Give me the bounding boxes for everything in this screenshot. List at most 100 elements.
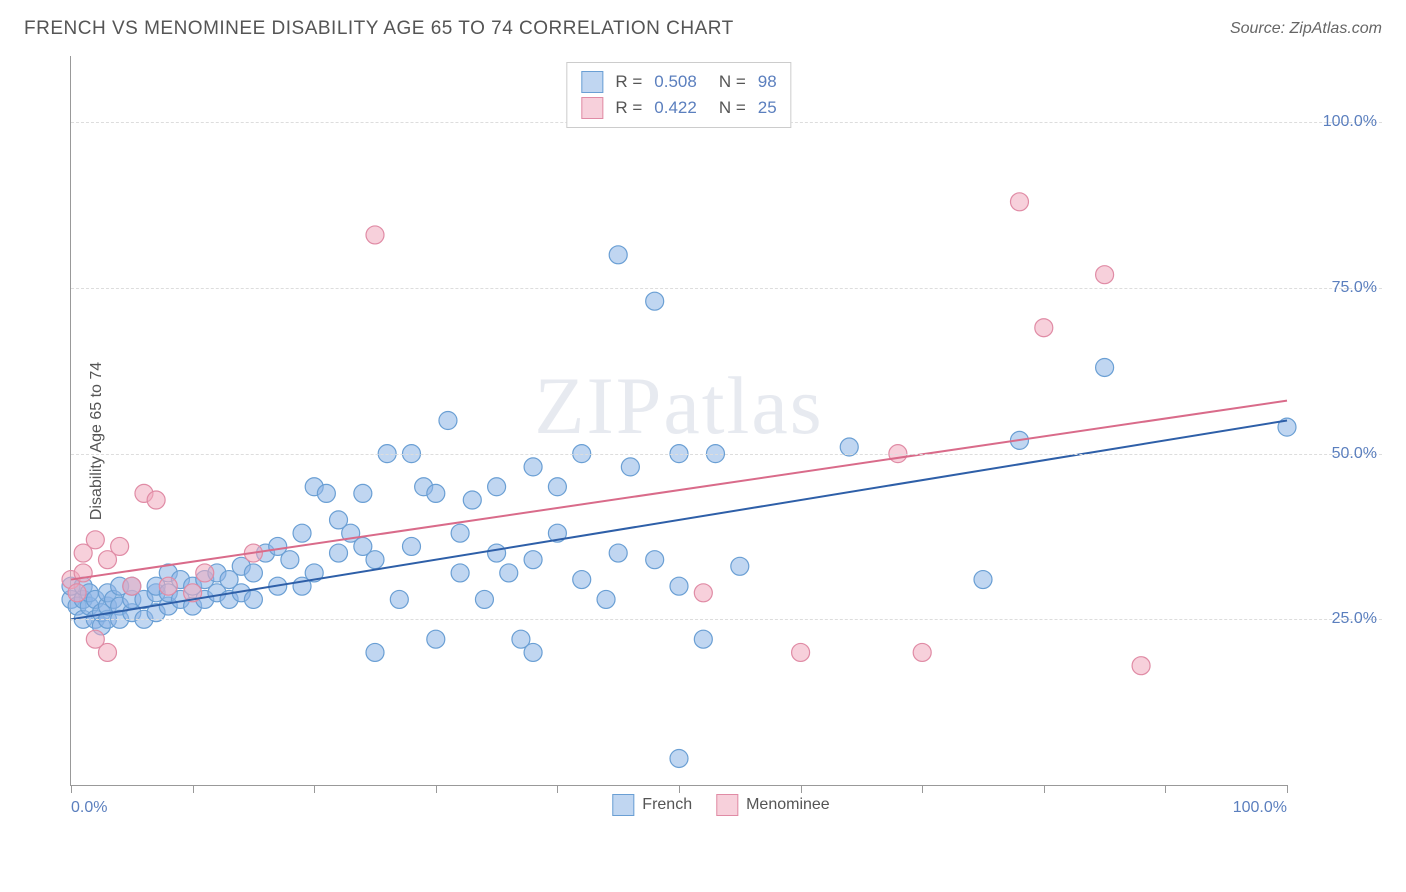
scatter-svg	[71, 56, 1287, 785]
grid-line	[71, 288, 1382, 289]
data-point	[1035, 319, 1053, 337]
data-point	[1010, 193, 1028, 211]
x-tick	[1287, 785, 1288, 793]
n-label: N =	[719, 72, 746, 92]
data-point	[354, 484, 372, 502]
data-point	[366, 643, 384, 661]
n-value-french: 98	[758, 72, 777, 92]
swatch-french-icon	[612, 794, 634, 816]
x-tick	[557, 785, 558, 793]
data-point	[913, 643, 931, 661]
chart-title: FRENCH VS MENOMINEE DISABILITY AGE 65 TO…	[24, 18, 734, 40]
data-point	[68, 584, 86, 602]
data-point	[98, 643, 116, 661]
swatch-menominee	[581, 97, 603, 119]
chart-header: FRENCH VS MENOMINEE DISABILITY AGE 65 TO…	[0, 0, 1406, 46]
data-point	[317, 484, 335, 502]
data-point	[488, 544, 506, 562]
data-point	[451, 564, 469, 582]
swatch-menominee-icon	[716, 794, 738, 816]
data-point	[390, 590, 408, 608]
data-point	[475, 590, 493, 608]
data-point	[244, 564, 262, 582]
data-point	[524, 643, 542, 661]
data-point	[427, 484, 445, 502]
x-tick	[71, 785, 72, 793]
data-point	[548, 478, 566, 496]
data-point	[111, 537, 129, 555]
y-tick-label: 25.0%	[1332, 610, 1377, 628]
data-point	[646, 551, 664, 569]
data-point	[451, 524, 469, 542]
data-point	[402, 537, 420, 555]
data-point	[731, 557, 749, 575]
data-point	[1096, 358, 1114, 376]
data-point	[366, 226, 384, 244]
data-point	[293, 524, 311, 542]
x-tick	[922, 785, 923, 793]
data-point	[670, 749, 688, 767]
x-tick-label: 0.0%	[71, 799, 107, 817]
x-tick	[1165, 785, 1166, 793]
data-point	[694, 584, 712, 602]
x-tick	[193, 785, 194, 793]
x-tick	[801, 785, 802, 793]
x-tick-label: 100.0%	[1233, 799, 1287, 817]
data-point	[524, 551, 542, 569]
data-point	[147, 491, 165, 509]
x-tick	[314, 785, 315, 793]
data-point	[159, 577, 177, 595]
source-label: Source:	[1230, 20, 1285, 37]
r-value-menominee: 0.422	[654, 98, 697, 118]
data-point	[573, 571, 591, 589]
data-point	[244, 590, 262, 608]
data-point	[524, 458, 542, 476]
data-point	[366, 551, 384, 569]
data-point	[621, 458, 639, 476]
legend-item-menominee: Menominee	[716, 794, 830, 816]
plot-area: ZIPatlas R = 0.508 N = 98 R = 0.422 N = …	[70, 56, 1287, 786]
data-point	[86, 531, 104, 549]
r-label: R =	[615, 98, 642, 118]
data-point	[500, 564, 518, 582]
trend-line	[71, 401, 1287, 580]
data-point	[427, 630, 445, 648]
swatch-french	[581, 71, 603, 93]
r-label: R =	[615, 72, 642, 92]
data-point	[609, 544, 627, 562]
source-attribution: Source: ZipAtlas.com	[1230, 20, 1382, 38]
data-point	[609, 246, 627, 264]
n-label: N =	[719, 98, 746, 118]
data-point	[646, 292, 664, 310]
x-tick	[1044, 785, 1045, 793]
legend-series: French Menominee	[612, 794, 829, 816]
data-point	[792, 643, 810, 661]
chart-container: Disability Age 65 to 74 ZIPatlas R = 0.5…	[60, 56, 1382, 826]
legend-item-french: French	[612, 794, 692, 816]
data-point	[974, 571, 992, 589]
data-point	[281, 551, 299, 569]
data-point	[123, 577, 141, 595]
x-tick	[436, 785, 437, 793]
data-point	[1132, 657, 1150, 675]
data-point	[463, 491, 481, 509]
legend-label-menominee: Menominee	[746, 796, 830, 814]
y-tick-label: 50.0%	[1332, 445, 1377, 463]
legend-row-french: R = 0.508 N = 98	[581, 69, 776, 95]
data-point	[597, 590, 615, 608]
data-point	[330, 544, 348, 562]
legend-row-menominee: R = 0.422 N = 25	[581, 95, 776, 121]
y-tick-label: 100.0%	[1323, 113, 1377, 131]
data-point	[670, 577, 688, 595]
x-tick	[679, 785, 680, 793]
data-point	[1096, 266, 1114, 284]
r-value-french: 0.508	[654, 72, 697, 92]
grid-line	[71, 619, 1382, 620]
data-point	[196, 564, 214, 582]
n-value-menominee: 25	[758, 98, 777, 118]
grid-line	[71, 454, 1382, 455]
data-point	[694, 630, 712, 648]
data-point	[439, 412, 457, 430]
legend-label-french: French	[642, 796, 692, 814]
y-tick-label: 75.0%	[1332, 279, 1377, 297]
